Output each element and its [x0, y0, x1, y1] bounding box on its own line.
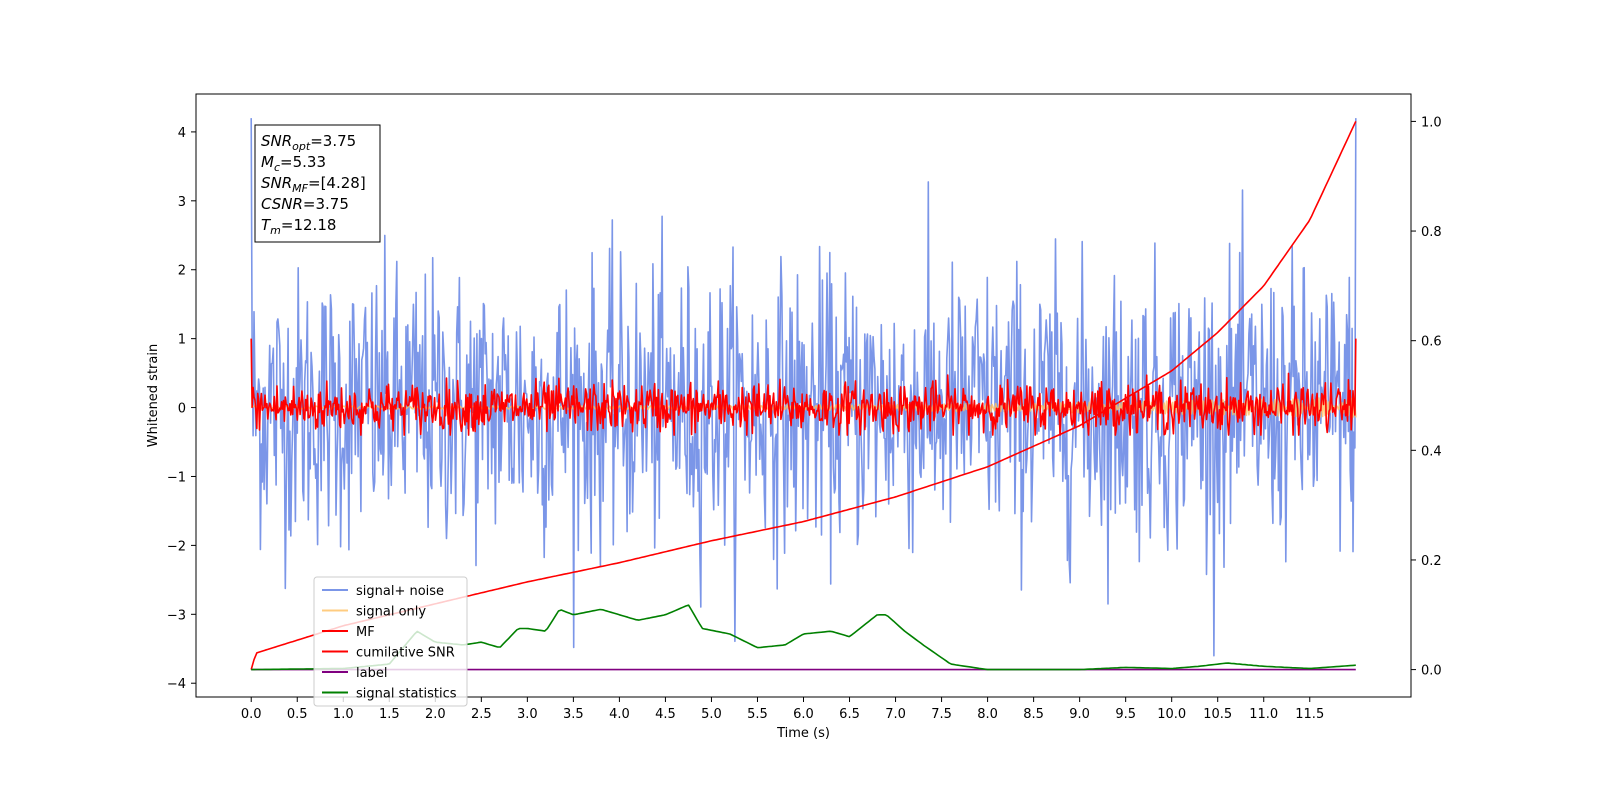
y-tick-label: 4 — [178, 126, 186, 141]
y-tick-label: 1 — [178, 333, 186, 348]
legend-label: signal+ noise — [356, 584, 444, 599]
legend-label: MF — [356, 625, 375, 640]
info-line: Tm=12.18 — [261, 216, 336, 237]
x-tick-label: 2.5 — [471, 707, 492, 722]
x-tick-label: 11.5 — [1295, 707, 1324, 722]
y-tick-label: −2 — [167, 539, 186, 554]
legend-frame — [313, 576, 468, 707]
x-tick-label: 7.5 — [931, 707, 952, 722]
x-tick-label: 10.5 — [1203, 707, 1232, 722]
x-tick-label: 4.0 — [609, 707, 630, 722]
info-line: Mc=5.33 — [261, 153, 326, 174]
y-axis-label: Whitened strain — [146, 344, 161, 447]
x-tick-label: 5.5 — [747, 707, 768, 722]
series-line-0 — [250, 118, 1357, 657]
axes-layer: 0.0 0.5 1.0 1.5 2.0 2.5 3.0 3.5 4.0 4.5 5.0 5.5 6.0 6… — [167, 115, 1442, 722]
x-axis-label: Time (s) — [776, 726, 830, 741]
y-tick-label: 3 — [178, 195, 186, 210]
y2-tick-label: 0.2 — [1421, 554, 1442, 569]
x-tick-label: 11.0 — [1249, 707, 1278, 722]
x-tick-label: 2.0 — [425, 707, 446, 722]
y2-tick-label: 1.0 — [1421, 115, 1442, 130]
x-tick-label: 6.0 — [793, 707, 814, 722]
x-tick-label: 9.0 — [1069, 707, 1090, 722]
y2-tick-label: 0.8 — [1421, 225, 1442, 240]
x-tick-label: 7.0 — [885, 707, 906, 722]
info-line: SNRopt=3.75 — [261, 132, 356, 153]
x-tick-label: 3.0 — [517, 707, 538, 722]
y2-tick-label: 0.4 — [1421, 444, 1442, 459]
x-tick-label: 6.5 — [839, 707, 860, 722]
x-tick-label: 1.5 — [379, 707, 400, 722]
legend-label: label — [356, 666, 387, 681]
y-tick-label: −4 — [167, 677, 186, 692]
x-tick-label: 9.5 — [1115, 707, 1136, 722]
series-line-2 — [250, 338, 1357, 436]
y2-tick-label: 0.0 — [1421, 664, 1442, 679]
x-tick-label: 1.0 — [333, 707, 354, 722]
x-tick-label: 0.0 — [241, 707, 262, 722]
x-tick-label: 8.0 — [977, 707, 998, 722]
y2-tick-label: 0.6 — [1421, 335, 1442, 350]
info-line: CSNR=3.75 — [261, 195, 349, 213]
x-tick-label: 8.5 — [1023, 707, 1044, 722]
x-tick-label: 10.0 — [1157, 707, 1186, 722]
y-tick-label: −3 — [167, 608, 186, 623]
x-tick-label: 0.5 — [287, 707, 308, 722]
x-tick-label: 3.5 — [563, 707, 584, 722]
y-tick-label: −1 — [167, 470, 186, 485]
info-line: SNRMF=[4.28] — [261, 174, 366, 195]
x-tick-label: 5.0 — [701, 707, 722, 722]
legend-label: cumilative SNR — [356, 646, 455, 661]
y-tick-label: 2 — [178, 264, 186, 279]
y-tick-label: 0 — [178, 402, 186, 417]
info-box-frame — [254, 124, 381, 243]
legend: signal+ noise signal only MF cumilative SNR… — [313, 576, 468, 707]
legend-label: signal statistics — [356, 687, 457, 702]
legend-label: signal only — [356, 605, 426, 620]
x-tick-label: 4.5 — [655, 707, 676, 722]
